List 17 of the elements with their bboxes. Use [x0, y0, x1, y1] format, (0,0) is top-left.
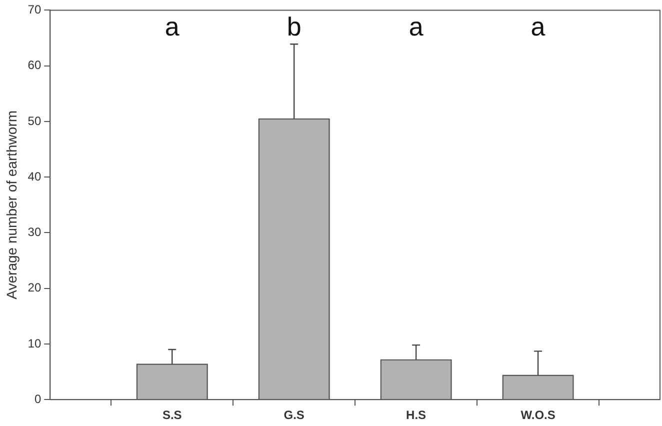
y-tick-label: 40 — [28, 169, 42, 184]
y-tick-label: 70 — [28, 2, 42, 17]
x-tick-label: H.S — [406, 408, 426, 422]
y-tick-label: 50 — [28, 114, 42, 128]
y-tick-label: 10 — [28, 336, 42, 350]
y-tick-label: 30 — [28, 225, 42, 240]
annotation: b — [286, 11, 302, 42]
y-axis-title: Average number of earthworm — [3, 110, 20, 300]
annotation: a — [408, 11, 424, 42]
y-tick-label: 60 — [28, 58, 42, 72]
y-tick-label: 20 — [28, 280, 42, 295]
x-tick-label: S.S — [162, 408, 182, 422]
x-tick-label: G.S — [284, 408, 304, 422]
y-tick-label: 0 — [34, 392, 42, 406]
x-tick-label: W.O.S — [520, 408, 556, 422]
annotation: a — [530, 11, 546, 42]
annotation: a — [164, 11, 180, 42]
